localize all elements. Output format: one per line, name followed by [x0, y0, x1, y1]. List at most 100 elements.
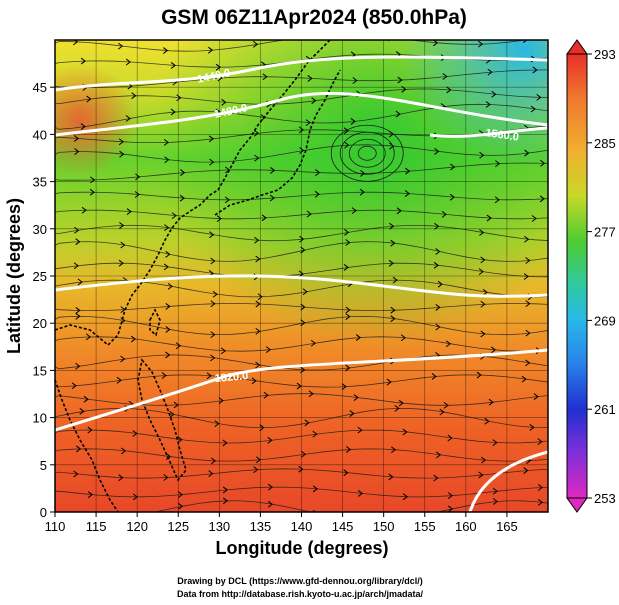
streamline-arrow — [210, 257, 216, 265]
colorbar-top-arrow — [566, 39, 588, 55]
streamline-arrow — [532, 66, 538, 74]
streamline-arrow — [222, 486, 229, 494]
y-tick-label: 15 — [33, 363, 47, 378]
streamline-arrow — [120, 447, 127, 455]
streamline-arrow — [447, 505, 454, 512]
streamline-arrow — [209, 158, 215, 166]
streamline-arrow — [523, 40, 528, 43]
colorbar-tick-label: 285 — [594, 136, 616, 151]
streamline — [55, 191, 548, 201]
streamline-arrow — [261, 214, 267, 222]
y-tick-label: 30 — [33, 222, 47, 237]
streamline-arrow — [480, 456, 487, 464]
streamline-arrow — [402, 493, 409, 501]
x-tick-label: 135 — [250, 519, 272, 534]
streamline-arrow — [118, 42, 124, 50]
colorbar-tick-label: 277 — [594, 225, 616, 240]
streamline-arrow — [177, 491, 184, 499]
streamline-arrow — [446, 86, 452, 94]
streamline-arrow — [312, 485, 319, 493]
streamline-arrow — [394, 404, 400, 412]
contour-1560 — [429, 126, 548, 138]
streamline-arrow — [167, 283, 173, 290]
streamline-arrow — [405, 167, 411, 175]
streamline-arrow — [87, 491, 94, 499]
streamline-arrow — [488, 398, 494, 406]
streamline-arrow — [445, 340, 452, 348]
streamline-arrow — [525, 300, 531, 308]
streamline — [55, 407, 548, 428]
streamline-arrow — [345, 306, 351, 314]
streamline — [55, 162, 548, 181]
streamline-arrow — [355, 334, 362, 341]
streamline-arrow — [343, 127, 349, 135]
streamline-arrow — [403, 515, 407, 521]
streamline — [55, 40, 528, 52]
contour-label-1320: 1320.0 — [214, 370, 249, 385]
geopotential-contours — [55, 55, 548, 512]
streamline-arrow — [116, 376, 122, 384]
streamline-arrow — [524, 149, 530, 157]
streamline-arrow — [435, 323, 441, 331]
x-tick-label: 150 — [373, 519, 395, 534]
streamline-arrow — [525, 329, 531, 337]
streamline-arrow — [206, 372, 212, 380]
streamline-arrow — [263, 391, 269, 399]
streamline-arrow — [492, 487, 499, 495]
colorbar-tick-label: 269 — [594, 313, 616, 328]
streamline-arrow — [269, 194, 275, 202]
streamline-arrow — [165, 250, 171, 258]
streamline-arrow — [302, 288, 308, 296]
streamline-arrow — [530, 105, 536, 113]
y-axis-label: Latitude (degrees) — [4, 198, 24, 354]
y-axis: 0 5 10 15 20 25 30 35 40 45 — [33, 80, 55, 520]
streamline-arrow — [345, 446, 352, 453]
streamline-arrow — [395, 110, 401, 118]
streamline-arrow — [120, 355, 126, 363]
streamline-arrow — [73, 135, 79, 142]
streamline-arrow — [490, 346, 497, 354]
streamline-arrow — [435, 304, 441, 311]
streamline-arrow — [537, 484, 544, 491]
streamline-arrow — [308, 390, 314, 398]
colorbar-ticks: 293 285 277 269 261 253 — [587, 47, 616, 506]
streamline-arrow — [492, 498, 499, 505]
streamline-arrow — [314, 190, 320, 198]
streamline — [55, 429, 548, 444]
streamline-arrow — [389, 222, 395, 230]
streamline-arrow — [209, 231, 215, 239]
streamline-arrow — [344, 228, 350, 236]
streamline-arrow — [345, 239, 351, 246]
streamline-arrow — [351, 207, 357, 215]
streamline-arrow — [447, 492, 454, 500]
streamline-arrow — [133, 513, 137, 519]
streamline-arrow — [478, 268, 484, 276]
streamline-arrow — [344, 141, 350, 149]
streamline-arrow — [360, 169, 366, 177]
contour-1320 — [55, 348, 548, 432]
streamline-arrow — [296, 382, 302, 390]
streamline-arrow — [224, 196, 230, 204]
streamline-arrow — [86, 95, 92, 103]
streamline-arrow — [434, 148, 440, 155]
x-tick-label: 120 — [126, 519, 148, 534]
circulation-swirl — [357, 145, 377, 161]
streamline-arrow — [253, 466, 259, 474]
streamline-arrow — [298, 465, 304, 473]
streamline-arrow — [210, 457, 217, 465]
y-tick-label: 45 — [33, 80, 47, 95]
streamline-arrow — [253, 40, 259, 48]
streamline-arrow — [439, 408, 445, 416]
streamline-arrow — [254, 154, 260, 162]
streamline — [55, 88, 548, 105]
streamline-arrow — [485, 101, 491, 108]
streamline-arrow — [214, 420, 220, 428]
streamline-arrow — [118, 474, 124, 482]
streamline-arrow — [177, 502, 184, 510]
streamline-arrow — [491, 90, 497, 98]
streamline-arrow — [164, 156, 170, 164]
streamline-arrow — [300, 246, 306, 254]
streamline-arrow — [163, 47, 169, 54]
